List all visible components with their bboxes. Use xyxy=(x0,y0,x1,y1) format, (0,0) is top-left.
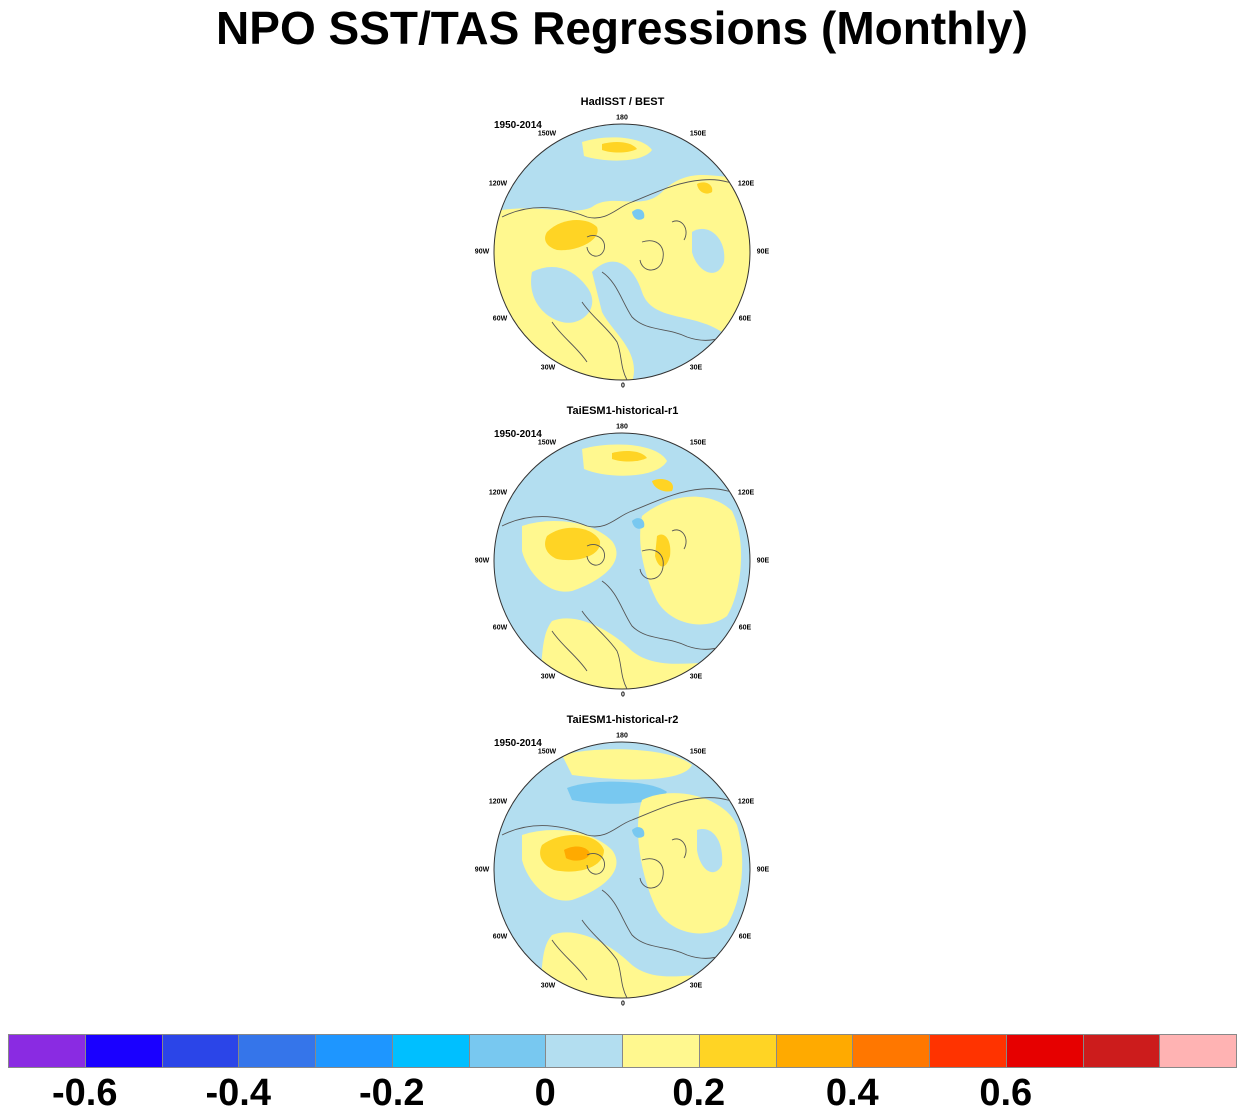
polar-map xyxy=(493,123,751,381)
lon-label: 60W xyxy=(492,624,508,632)
polar-map xyxy=(493,741,751,999)
lon-label: 180 xyxy=(616,732,628,740)
lon-label: 30W xyxy=(540,364,556,372)
figure-title: NPO SST/TAS Regressions (Monthly) xyxy=(216,2,1028,54)
colorbar-box xyxy=(852,1034,930,1068)
lon-label: 90W xyxy=(474,248,490,256)
colorbar-box xyxy=(929,1034,1007,1068)
lon-label: 0 xyxy=(621,691,625,699)
colorbar-box xyxy=(238,1034,316,1068)
colorbar-tick-label: 0.4 xyxy=(825,1072,879,1114)
colorbar-tick-label: -0.2 xyxy=(359,1072,425,1114)
lon-label: 180 xyxy=(616,423,628,431)
lon-label: 60E xyxy=(738,624,752,632)
lon-label: 60E xyxy=(738,933,752,941)
colorbar-box xyxy=(545,1034,623,1068)
panel-title: TaiESM1-historical-r2 xyxy=(566,714,679,726)
lon-label: 0 xyxy=(621,1000,625,1008)
lon-label: 120E xyxy=(737,489,755,497)
lon-label: 150W xyxy=(537,439,557,447)
colorbar-box xyxy=(1005,1034,1084,1068)
lon-label: 30E xyxy=(689,982,703,990)
lon-label: 90W xyxy=(474,866,490,874)
lon-label: 30W xyxy=(540,982,556,990)
lon-label: 120W xyxy=(488,180,508,188)
lon-label: 60W xyxy=(492,315,508,323)
colorbar-tick-label: -0.6 xyxy=(52,1072,118,1114)
colorbar-tick-label: -0.4 xyxy=(205,1072,271,1114)
lon-label: 150W xyxy=(537,748,557,756)
panel-title: TaiESM1-historical-r1 xyxy=(566,405,679,417)
lon-label: 180 xyxy=(616,114,628,122)
lon-label: 30E xyxy=(689,364,703,372)
colorbar-tick-label: 0 xyxy=(534,1072,556,1114)
lon-label: 60W xyxy=(492,933,508,941)
colorbar-box xyxy=(468,1034,547,1068)
lon-label: 150E xyxy=(689,130,707,138)
colorbar xyxy=(8,1034,1237,1068)
lon-label: 120E xyxy=(737,798,755,806)
lon-label: 60E xyxy=(738,315,752,323)
colorbar-box xyxy=(622,1034,700,1068)
period-label: 1950-2014 xyxy=(494,120,542,131)
lon-label: 30E xyxy=(689,673,703,681)
colorbar-box xyxy=(1159,1034,1237,1068)
colorbar-box xyxy=(8,1034,86,1068)
lon-label: 30W xyxy=(540,673,556,681)
period-label: 1950-2014 xyxy=(494,429,542,440)
colorbar-box xyxy=(315,1034,393,1068)
lon-label: 90E xyxy=(756,557,770,565)
lon-label: 90W xyxy=(474,557,490,565)
lon-label: 150E xyxy=(689,748,707,756)
map-panel-hadisst: HadISST / BEST 1950-2014 180 150E 120 xyxy=(470,96,775,396)
colorbar-box xyxy=(391,1034,470,1068)
lon-label: 120W xyxy=(488,489,508,497)
colorbar-box xyxy=(84,1034,163,1068)
lon-label: 120E xyxy=(737,180,755,188)
lon-label: 0 xyxy=(621,382,625,390)
lon-label: 90E xyxy=(756,866,770,874)
colorbar-box xyxy=(1082,1034,1161,1068)
colorbar-box xyxy=(775,1034,854,1068)
map-panel-taiesm1-r1: TaiESM1-historical-r1 1950-2014 180 150 xyxy=(470,405,775,705)
colorbar-tick-label: 0.2 xyxy=(672,1072,726,1114)
lon-label: 150E xyxy=(689,439,707,447)
map-panel-taiesm1-r2: TaiESM1-historical-r2 1950-2014 180 150 xyxy=(470,714,775,1014)
lon-label: 150W xyxy=(537,130,557,138)
lon-label: 90E xyxy=(756,248,770,256)
lon-label: 120W xyxy=(488,798,508,806)
period-label: 1950-2014 xyxy=(494,738,542,749)
polar-map xyxy=(493,432,751,690)
colorbar-box xyxy=(698,1034,777,1068)
colorbar-box xyxy=(161,1034,240,1068)
panel-title: HadISST / BEST xyxy=(580,96,665,108)
colorbar-tick-label: 0.6 xyxy=(979,1072,1033,1114)
